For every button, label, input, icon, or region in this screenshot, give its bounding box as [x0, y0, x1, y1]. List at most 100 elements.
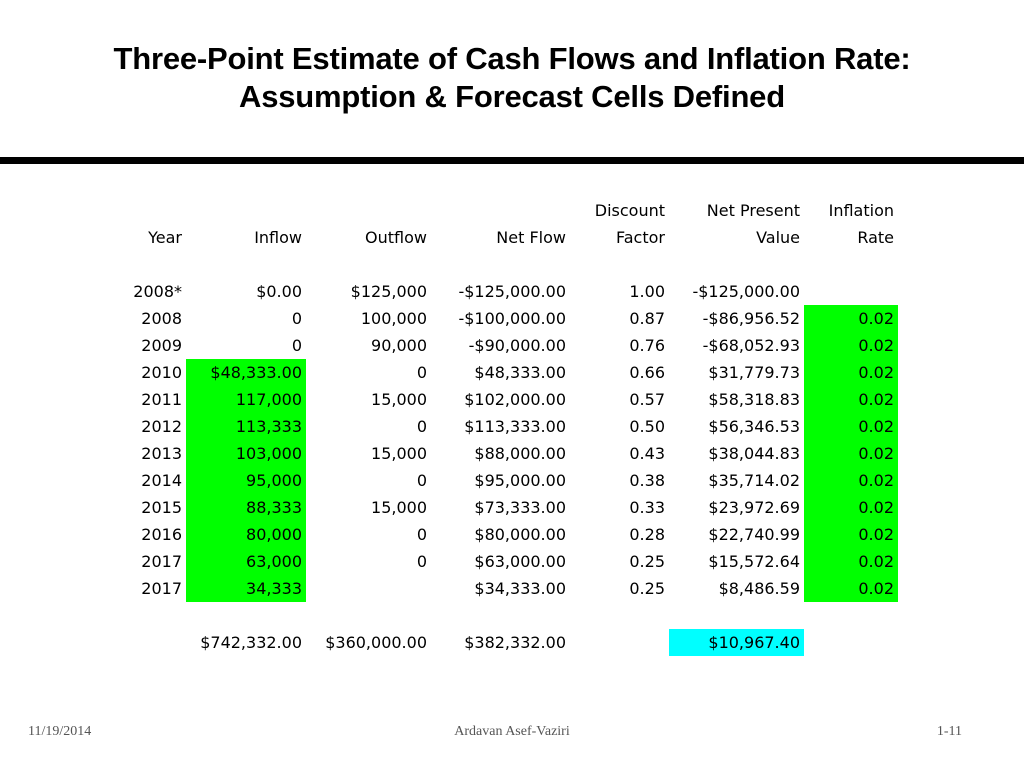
- cell-net-present-value: -$125,000.00: [692, 282, 800, 301]
- cell-inflow: 103,000: [186, 440, 306, 467]
- cell-net-flow: $73,333.00: [474, 498, 566, 517]
- total-net-flow: $382,332.00: [464, 633, 566, 652]
- cell-outflow: 0: [416, 525, 427, 544]
- cell-inflow: 95,000: [186, 467, 306, 494]
- cell-inflation-rate: 0.02: [804, 359, 898, 386]
- cell-inflation-rate: 0.02: [804, 575, 898, 602]
- total-net-present-value: $10,967.40: [669, 629, 804, 656]
- cell-inflation-rate: 0.02: [804, 332, 898, 359]
- cell-outflow: 0: [416, 552, 427, 571]
- cell-inflow: 34,333: [186, 575, 306, 602]
- header-inflow: Inflow: [254, 228, 302, 247]
- cell-year: 2013: [141, 444, 182, 463]
- cell-net-flow: $63,000.00: [474, 552, 566, 571]
- cell-outflow: 15,000: [371, 444, 427, 463]
- cell-year: 2011: [141, 390, 182, 409]
- cell-year: 2014: [141, 471, 182, 490]
- footer-page-number: 1-11: [936, 724, 962, 739]
- header-outflow: Outflow: [365, 228, 427, 247]
- cell-net-flow: $34,333.00: [474, 579, 566, 598]
- cell-net-flow: $80,000.00: [474, 525, 566, 544]
- cell-inflow: 0: [291, 336, 302, 355]
- cell-discount-factor: 0.43: [629, 444, 665, 463]
- header-net-present-value: Value: [756, 228, 800, 247]
- cell-discount-factor: 0.50: [629, 417, 665, 436]
- cell-inflow: 113,333: [186, 413, 306, 440]
- cell-net-present-value: $56,346.53: [708, 417, 800, 436]
- cell-inflow: $0.00: [256, 282, 302, 301]
- cell-year: 2008: [141, 309, 182, 328]
- header-year: Year: [148, 228, 182, 247]
- cell-net-flow: $102,000.00: [464, 390, 566, 409]
- cell-inflow: 117,000: [186, 386, 306, 413]
- cell-inflow: 0: [291, 309, 302, 328]
- slide-title: Three-Point Estimate of Cash Flows and I…: [0, 40, 1024, 116]
- cell-inflation-rate: 0.02: [804, 305, 898, 332]
- cell-net-flow: $48,333.00: [474, 363, 566, 382]
- cell-outflow: 100,000: [360, 309, 427, 328]
- cell-outflow: 15,000: [371, 498, 427, 517]
- cell-discount-factor: 0.38: [629, 471, 665, 490]
- cell-net-flow: $95,000.00: [474, 471, 566, 490]
- cell-inflation-rate: 0.02: [804, 440, 898, 467]
- cell-net-flow: -$125,000.00: [458, 282, 566, 301]
- cell-net-flow: $88,000.00: [474, 444, 566, 463]
- title-line-1: Three-Point Estimate of Cash Flows and I…: [113, 41, 911, 76]
- cell-inflation-rate: 0.02: [804, 494, 898, 521]
- cell-year: 2012: [141, 417, 182, 436]
- cell-year: 2015: [141, 498, 182, 517]
- cell-inflow: 88,333: [186, 494, 306, 521]
- cell-outflow: 90,000: [371, 336, 427, 355]
- cell-discount-factor: 0.28: [629, 525, 665, 544]
- cell-year: 2017: [141, 579, 182, 598]
- cell-inflow: $48,333.00: [186, 359, 306, 386]
- header-top-discount-factor: Discount: [594, 201, 665, 220]
- cell-discount-factor: 0.87: [629, 309, 665, 328]
- cell-inflation-rate: 0.02: [804, 386, 898, 413]
- cell-net-present-value: $22,740.99: [708, 525, 800, 544]
- cell-net-present-value: $23,972.69: [708, 498, 800, 517]
- header-net-flow: Net Flow: [496, 228, 566, 247]
- footer-date: 11/19/2014: [28, 724, 92, 739]
- cell-net-present-value: -$86,956.52: [702, 309, 800, 328]
- cell-inflation-rate: 0.02: [804, 548, 898, 575]
- total-inflow: $742,332.00: [200, 633, 302, 652]
- cell-year: 2016: [141, 525, 182, 544]
- cell-net-present-value: $31,779.73: [708, 363, 800, 382]
- cell-discount-factor: 0.25: [629, 579, 665, 598]
- cell-year: 2010: [141, 363, 182, 382]
- cell-outflow: $125,000: [350, 282, 427, 301]
- cell-discount-factor: 0.76: [629, 336, 665, 355]
- title-divider: [0, 157, 1024, 164]
- cell-inflation-rate: 0.02: [804, 413, 898, 440]
- header-top-net-present-value: Net Present: [706, 201, 800, 220]
- cell-discount-factor: 0.66: [629, 363, 665, 382]
- cell-discount-factor: 0.57: [629, 390, 665, 409]
- cell-year: 2008*: [133, 282, 182, 301]
- cell-discount-factor: 0.33: [629, 498, 665, 517]
- cell-net-present-value: $38,044.83: [708, 444, 800, 463]
- cell-net-present-value: $15,572.64: [708, 552, 800, 571]
- header-discount-factor: Factor: [616, 228, 665, 247]
- cell-outflow: 0: [416, 363, 427, 382]
- title-line-2: Assumption & Forecast Cells Defined: [239, 79, 785, 114]
- cell-net-flow: $113,333.00: [464, 417, 566, 436]
- cell-year: 2009: [141, 336, 182, 355]
- cell-inflation-rate: 0.02: [804, 467, 898, 494]
- cell-net-present-value: -$68,052.93: [702, 336, 800, 355]
- cell-inflow: 63,000: [186, 548, 306, 575]
- cell-outflow: 0: [416, 417, 427, 436]
- cell-year: 2017: [141, 552, 182, 571]
- header-inflation-rate: Rate: [857, 228, 894, 247]
- cell-net-present-value: $8,486.59: [718, 579, 800, 598]
- total-outflow: $360,000.00: [325, 633, 427, 652]
- cell-inflow: 80,000: [186, 521, 306, 548]
- cell-discount-factor: 1.00: [629, 282, 665, 301]
- cell-net-present-value: $35,714.02: [708, 471, 800, 490]
- header-top-inflation-rate: Inflation: [828, 201, 894, 220]
- cell-net-present-value: $58,318.83: [708, 390, 800, 409]
- cell-net-flow: -$90,000.00: [468, 336, 566, 355]
- cell-inflation-rate: 0.02: [804, 521, 898, 548]
- cell-net-flow: -$100,000.00: [458, 309, 566, 328]
